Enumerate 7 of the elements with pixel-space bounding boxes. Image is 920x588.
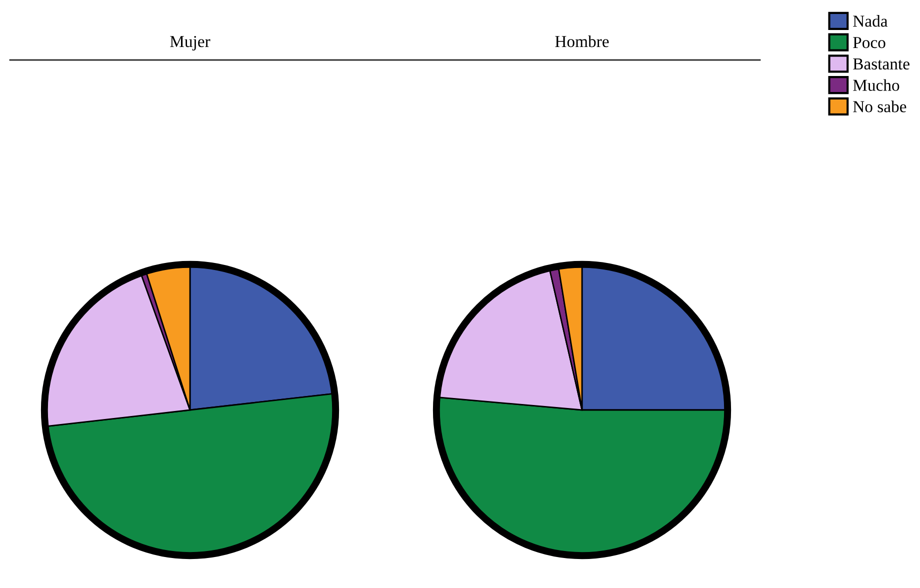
legend-label: No sabe xyxy=(853,100,906,112)
text: Mujer xyxy=(170,36,210,51)
legend-label: Mucho xyxy=(853,79,900,91)
legend-label: Nada xyxy=(853,15,888,27)
legend-label: Poco xyxy=(853,37,886,48)
chart-title: Hombre xyxy=(555,35,609,48)
legend-label: Bastante xyxy=(853,58,910,70)
